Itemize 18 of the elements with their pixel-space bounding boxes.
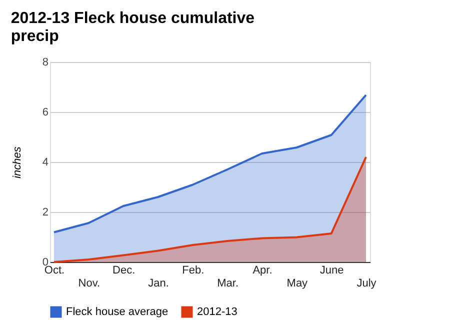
x-tick-label: Jan. xyxy=(148,278,169,290)
y-tick-label: 6 xyxy=(42,106,48,118)
x-tick-label: Nov. xyxy=(78,278,100,290)
x-tick-label: June xyxy=(320,264,344,276)
x-tick-label: Apr. xyxy=(252,264,272,276)
legend-label: 2012-13 xyxy=(197,306,238,318)
x-tick-label: Feb. xyxy=(182,264,204,276)
x-tick-label: Oct. xyxy=(44,264,65,276)
chart-title: 2012-13 Fleck house cumulative precip xyxy=(10,10,255,45)
y-tick-label: 2 xyxy=(42,206,48,218)
y-axis-title: inches xyxy=(11,146,24,178)
x-tick-label: May xyxy=(286,278,308,290)
y-tick-label: 8 xyxy=(42,56,48,68)
y-tick-label: 4 xyxy=(42,156,48,168)
x-tick-label: Dec. xyxy=(112,264,136,276)
x-tick-label: July xyxy=(356,278,377,290)
x-tick-label: Mar. xyxy=(217,278,239,290)
legend-label: Fleck house average xyxy=(66,306,168,318)
